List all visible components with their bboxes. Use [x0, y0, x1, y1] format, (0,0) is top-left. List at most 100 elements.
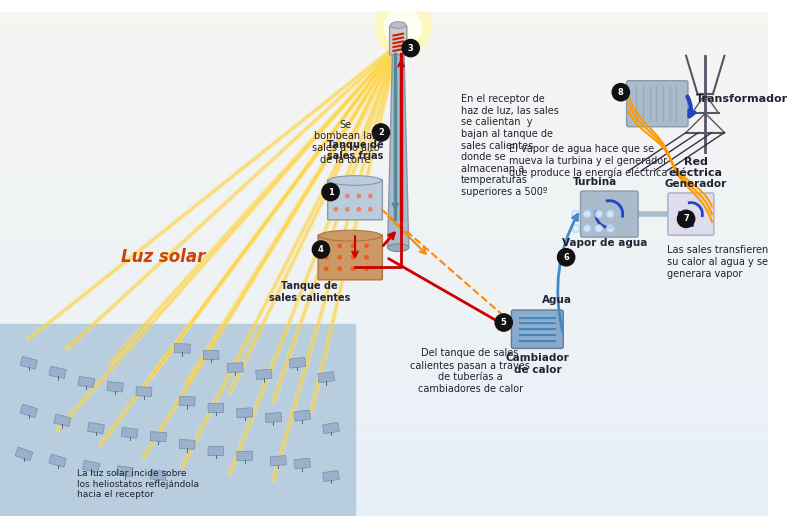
FancyBboxPatch shape: [322, 423, 339, 434]
Circle shape: [572, 225, 579, 232]
Circle shape: [678, 210, 694, 228]
Text: 2: 2: [378, 128, 384, 137]
FancyBboxPatch shape: [107, 382, 123, 392]
Text: Red
eléctrica: Red eléctrica: [669, 157, 722, 178]
Circle shape: [345, 207, 350, 212]
Circle shape: [350, 255, 355, 260]
FancyBboxPatch shape: [581, 191, 638, 237]
Text: Del tanque de sales
calientes pasan a través
de tuberías a
cambiadores de calor: Del tanque de sales calientes pasan a tr…: [410, 348, 530, 394]
FancyBboxPatch shape: [290, 357, 306, 368]
Text: 4: 4: [318, 245, 324, 254]
Text: Las sales transfieren
su calor al agua y se
generara vapor: Las sales transfieren su calor al agua y…: [667, 246, 768, 279]
Text: Vapor de agua: Vapor de agua: [562, 238, 647, 248]
FancyBboxPatch shape: [237, 451, 253, 461]
Circle shape: [357, 207, 362, 212]
Text: El vapor de agua hace que se
mueva la turbina y el generador
que produce la ener: El vapor de agua hace que se mueva la tu…: [509, 144, 667, 178]
Bar: [0, 325, 355, 516]
FancyBboxPatch shape: [20, 404, 38, 417]
Circle shape: [364, 243, 369, 248]
FancyBboxPatch shape: [179, 440, 195, 450]
FancyBboxPatch shape: [270, 456, 286, 466]
Circle shape: [324, 243, 329, 248]
Ellipse shape: [388, 244, 409, 251]
FancyBboxPatch shape: [87, 422, 104, 434]
Circle shape: [324, 266, 329, 271]
Circle shape: [364, 255, 369, 260]
Text: Turbina: Turbina: [573, 177, 617, 187]
Circle shape: [345, 193, 350, 198]
Circle shape: [495, 314, 512, 331]
FancyBboxPatch shape: [208, 403, 224, 413]
Ellipse shape: [390, 22, 406, 28]
FancyBboxPatch shape: [174, 344, 190, 353]
Polygon shape: [388, 51, 409, 248]
FancyBboxPatch shape: [318, 372, 334, 383]
Circle shape: [312, 241, 330, 258]
Text: 3: 3: [408, 44, 414, 53]
Text: 6: 6: [563, 253, 569, 262]
Text: Tanque de
sales frías: Tanque de sales frías: [326, 140, 383, 161]
Text: Luz solar: Luz solar: [121, 248, 206, 266]
FancyBboxPatch shape: [49, 366, 66, 378]
Text: La luz solar incide sobre
los heliostatos reflejándola
hacia el receptor: La luz solar incide sobre los heliostato…: [77, 469, 198, 499]
Circle shape: [357, 193, 362, 198]
Text: Se
bombean las
sales a lo alto
de la torre: Se bombean las sales a lo alto de la tor…: [312, 120, 379, 164]
FancyBboxPatch shape: [208, 446, 224, 456]
Circle shape: [364, 266, 369, 271]
Text: Tanque de
sales calientes: Tanque de sales calientes: [269, 281, 350, 303]
Circle shape: [612, 84, 630, 101]
FancyBboxPatch shape: [78, 376, 94, 387]
FancyBboxPatch shape: [328, 180, 382, 220]
FancyBboxPatch shape: [150, 432, 166, 442]
FancyBboxPatch shape: [237, 408, 253, 417]
FancyBboxPatch shape: [390, 26, 407, 55]
Text: Agua: Agua: [542, 296, 572, 306]
Circle shape: [338, 266, 342, 271]
FancyBboxPatch shape: [49, 454, 66, 467]
FancyBboxPatch shape: [179, 396, 195, 406]
FancyBboxPatch shape: [136, 387, 152, 396]
Text: 1: 1: [328, 188, 334, 197]
Circle shape: [334, 193, 338, 198]
FancyBboxPatch shape: [294, 410, 310, 421]
FancyBboxPatch shape: [203, 350, 219, 360]
Circle shape: [350, 266, 355, 271]
FancyBboxPatch shape: [82, 461, 100, 472]
FancyBboxPatch shape: [54, 414, 71, 426]
Circle shape: [368, 207, 373, 212]
FancyBboxPatch shape: [318, 235, 382, 280]
Circle shape: [324, 255, 329, 260]
Circle shape: [558, 249, 574, 266]
Circle shape: [402, 40, 419, 57]
FancyBboxPatch shape: [20, 356, 38, 369]
Ellipse shape: [329, 175, 382, 186]
Text: 5: 5: [501, 318, 506, 327]
Text: En el receptor de
haz de luz, las sales
se calientan  y
bajan al tanque de
sales: En el receptor de haz de luz, las sales …: [461, 94, 558, 197]
FancyBboxPatch shape: [227, 363, 243, 373]
FancyBboxPatch shape: [256, 369, 272, 379]
Circle shape: [595, 225, 602, 232]
FancyBboxPatch shape: [511, 310, 563, 348]
Circle shape: [334, 207, 338, 212]
Circle shape: [595, 210, 602, 218]
FancyBboxPatch shape: [150, 470, 166, 480]
Ellipse shape: [319, 230, 382, 241]
Circle shape: [372, 124, 390, 141]
FancyBboxPatch shape: [15, 447, 33, 461]
FancyBboxPatch shape: [122, 427, 138, 438]
FancyBboxPatch shape: [626, 81, 688, 127]
Circle shape: [572, 210, 579, 218]
FancyBboxPatch shape: [117, 466, 133, 477]
Circle shape: [338, 255, 342, 260]
Text: 8: 8: [618, 87, 624, 97]
Circle shape: [322, 183, 339, 201]
Text: Generador: Generador: [665, 179, 726, 189]
Circle shape: [350, 243, 355, 248]
Circle shape: [583, 225, 591, 232]
Circle shape: [606, 225, 614, 232]
Ellipse shape: [384, 8, 422, 46]
Circle shape: [338, 243, 342, 248]
FancyBboxPatch shape: [668, 193, 714, 235]
FancyBboxPatch shape: [266, 412, 282, 423]
Text: Cambiador
de calor: Cambiador de calor: [506, 353, 570, 375]
